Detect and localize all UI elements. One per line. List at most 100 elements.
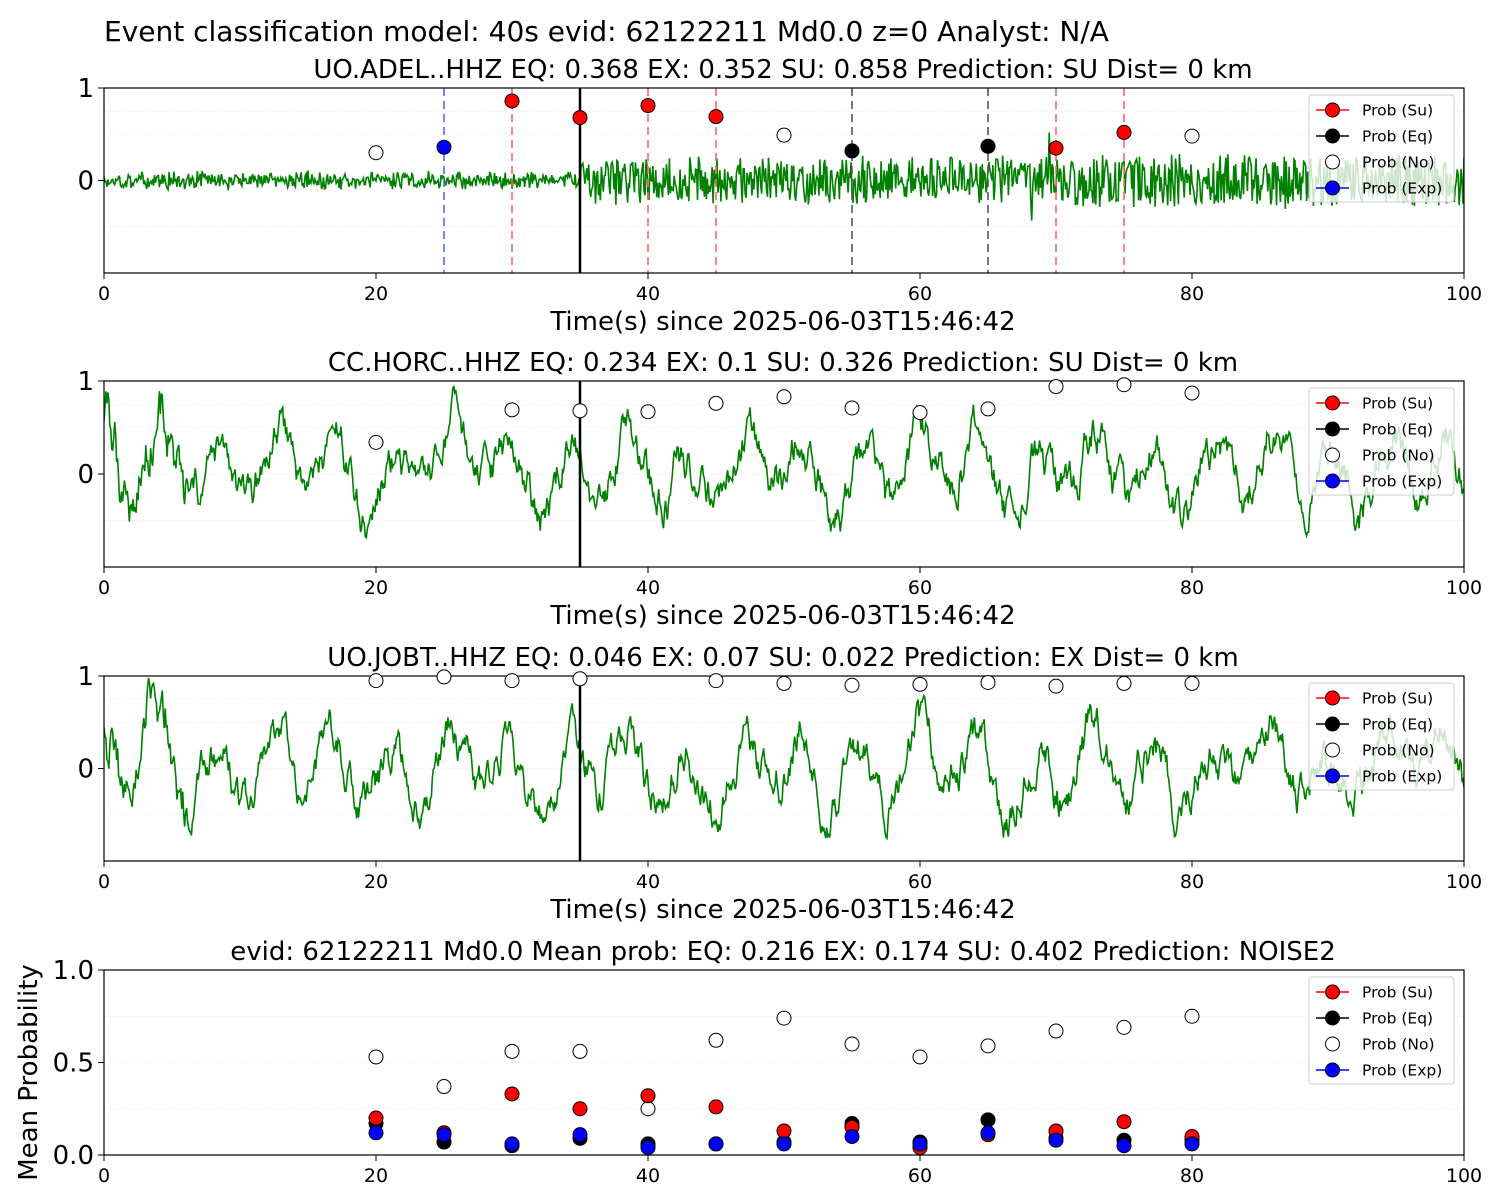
legend-box (1308, 682, 1455, 791)
panel-3: UO.JOBT..HHZ EQ: 0.046 EX: 0.07 SU: 0.02… (77, 643, 1482, 925)
mean-prob-point-no (844, 1036, 860, 1052)
mean-prob-point-su (776, 1123, 792, 1139)
legend-marker-exp (1325, 1062, 1340, 1078)
prob-point-no (572, 403, 588, 419)
prob-point-no (1116, 675, 1132, 691)
prob-point-no (504, 402, 520, 418)
x-tick-label: 60 (908, 283, 932, 305)
prob-point-no (708, 673, 724, 689)
mean-prob-point-exp (912, 1136, 928, 1152)
mean-prob-point-exp (980, 1125, 996, 1141)
y-tick-label: 0.5 (53, 1049, 94, 1079)
legend-label-no: Prob (No) (1362, 742, 1435, 760)
y-tick-label: 1 (77, 74, 94, 104)
prob-point-no (776, 127, 792, 143)
y-tick-label: 0.0 (53, 1141, 94, 1171)
y-tick-label: 1 (77, 367, 94, 397)
mean-prob-point-exp (572, 1127, 588, 1143)
prob-point-exp (436, 139, 452, 155)
legend-marker-su (1325, 102, 1340, 118)
panel-title: CC.HORC..HHZ EQ: 0.234 EX: 0.1 SU: 0.326… (328, 348, 1238, 378)
mean-prob-point-no (436, 1079, 452, 1095)
mean-prob-point-no (368, 1049, 384, 1065)
x-tick-label: 60 (908, 1165, 932, 1187)
prob-point-eq (980, 138, 996, 154)
waveform-trace (104, 385, 1464, 540)
legend-label-exp: Prob (Exp) (1362, 473, 1442, 491)
panel-2: CC.HORC..HHZ EQ: 0.234 EX: 0.1 SU: 0.326… (77, 348, 1482, 631)
legend-marker-su (1325, 690, 1340, 706)
prob-point-no (980, 401, 996, 417)
prob-point-no (572, 671, 588, 687)
legend-label-exp: Prob (Exp) (1362, 768, 1442, 786)
x-tick-label: 100 (1446, 871, 1482, 893)
legend-marker-su (1325, 984, 1340, 1000)
x-tick-label: 0 (98, 577, 110, 599)
mean-prob-point-su (572, 1101, 588, 1117)
mean-prob-point-no (1048, 1023, 1064, 1039)
figure-title: Event classification model: 40s evid: 62… (104, 15, 1109, 48)
prob-point-no (1116, 377, 1132, 393)
legend-marker-no (1325, 1036, 1340, 1052)
legend-box (1308, 387, 1455, 496)
mean-prob-point-no (504, 1043, 520, 1059)
legend-marker-exp (1325, 180, 1340, 196)
prob-point-no (1048, 379, 1064, 395)
x-tick-label: 80 (1180, 283, 1204, 305)
prob-point-no (504, 673, 520, 689)
prob-point-no (436, 669, 452, 685)
x-tick-label: 20 (364, 871, 388, 893)
y-tick-label: 0 (77, 167, 94, 197)
prob-point-no (368, 673, 384, 689)
legend-label-eq: Prob (Eq) (1362, 716, 1433, 734)
plot-area (104, 88, 1464, 273)
mean-prob-point-exp (1184, 1136, 1200, 1152)
legend-marker-exp (1325, 768, 1340, 784)
prob-point-no (776, 389, 792, 405)
x-axis-label: Time(s) since 2025-06-03T15:46:42 (549, 307, 1015, 337)
mean-prob-point-exp (776, 1136, 792, 1152)
prob-point-su (572, 110, 588, 126)
x-tick-label: 40 (636, 283, 660, 305)
prob-point-no (1184, 675, 1200, 691)
legend-label-no: Prob (No) (1362, 447, 1435, 465)
prob-point-su (1116, 124, 1132, 140)
mean-prob-point-no (1116, 1019, 1132, 1035)
legend-label-no: Prob (No) (1362, 1036, 1435, 1054)
legend-label-su: Prob (Su) (1362, 984, 1433, 1002)
mean-prob-point-su (368, 1110, 384, 1126)
legend-label-eq: Prob (Eq) (1362, 421, 1433, 439)
mean-prob-point-su (640, 1088, 656, 1104)
legend-label-eq: Prob (Eq) (1362, 128, 1433, 146)
legend-marker-eq (1325, 716, 1340, 732)
legend-box (1308, 976, 1455, 1085)
prob-point-no (1184, 128, 1200, 144)
prob-point-no (980, 674, 996, 690)
x-tick-label: 20 (364, 577, 388, 599)
x-tick-label: 0 (98, 1165, 110, 1187)
prob-point-no (708, 395, 724, 411)
plot-area (104, 676, 1464, 861)
x-axis-label: Time(s) since 2025-06-03T15:46:42 (549, 895, 1015, 925)
prob-point-no (776, 675, 792, 691)
mean-prob-point-no (776, 1010, 792, 1026)
prob-point-no (1048, 678, 1064, 694)
legend-marker-eq (1325, 421, 1340, 437)
y-axis-label: Mean Probability (14, 964, 44, 1181)
legend-label-su: Prob (Su) (1362, 395, 1433, 413)
prob-point-no (844, 400, 860, 416)
mean-prob-point-no (708, 1032, 724, 1048)
mean-prob-point-su (504, 1086, 520, 1102)
panel-title: UO.ADEL..HHZ EQ: 0.368 EX: 0.352 SU: 0.8… (313, 55, 1252, 85)
mean-prob-point-exp (368, 1125, 384, 1141)
prob-point-eq (844, 143, 860, 159)
legend-label-exp: Prob (Exp) (1362, 1062, 1442, 1080)
x-tick-label: 40 (636, 1165, 660, 1187)
prob-point-su (708, 109, 724, 125)
legend-marker-exp (1325, 473, 1340, 489)
x-tick-label: 60 (908, 871, 932, 893)
mean-prob-point-eq (980, 1112, 996, 1128)
mean-prob-point-no (1184, 1008, 1200, 1024)
mean-prob-point-exp (844, 1129, 860, 1144)
